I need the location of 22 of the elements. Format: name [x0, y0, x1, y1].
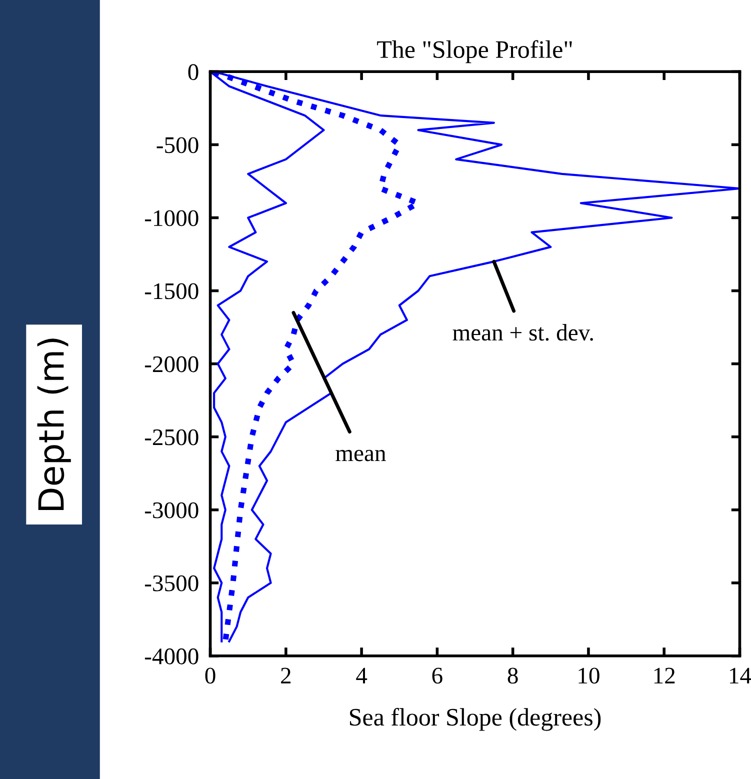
x-axis-title: Sea floor Slope (degrees) [350, 708, 601, 731]
x-tick-label: 12 [654, 668, 675, 684]
x-tick-label: 2 [281, 668, 291, 684]
annotation: mean + st. dev. [452, 324, 593, 341]
x-tick-label: 4 [356, 668, 368, 684]
annotation: mean [336, 450, 386, 462]
y-tick-label: -4000 [144, 648, 198, 664]
chart-title: The "Slope Profile" [377, 40, 572, 64]
y-tick-label: -2000 [144, 356, 198, 372]
y-tick-label: -2500 [144, 429, 198, 446]
x-tick-label: 6 [432, 668, 442, 684]
x-tick-label: 0 [205, 668, 216, 684]
y-tick-label: -500 [156, 137, 198, 154]
x-tick-label: 8 [508, 668, 518, 684]
y-tick-label: 0 [188, 64, 198, 80]
x-tick-label: 10 [578, 668, 600, 684]
y-tick-label: -1500 [144, 283, 198, 300]
y-tick-label: -1000 [144, 210, 198, 226]
y-axis-title: Depth (m) [37, 338, 71, 510]
x-tick-label: 14 [730, 668, 751, 684]
y-tick-label: -3000 [144, 502, 198, 518]
y-tick-label: -3500 [144, 575, 198, 592]
